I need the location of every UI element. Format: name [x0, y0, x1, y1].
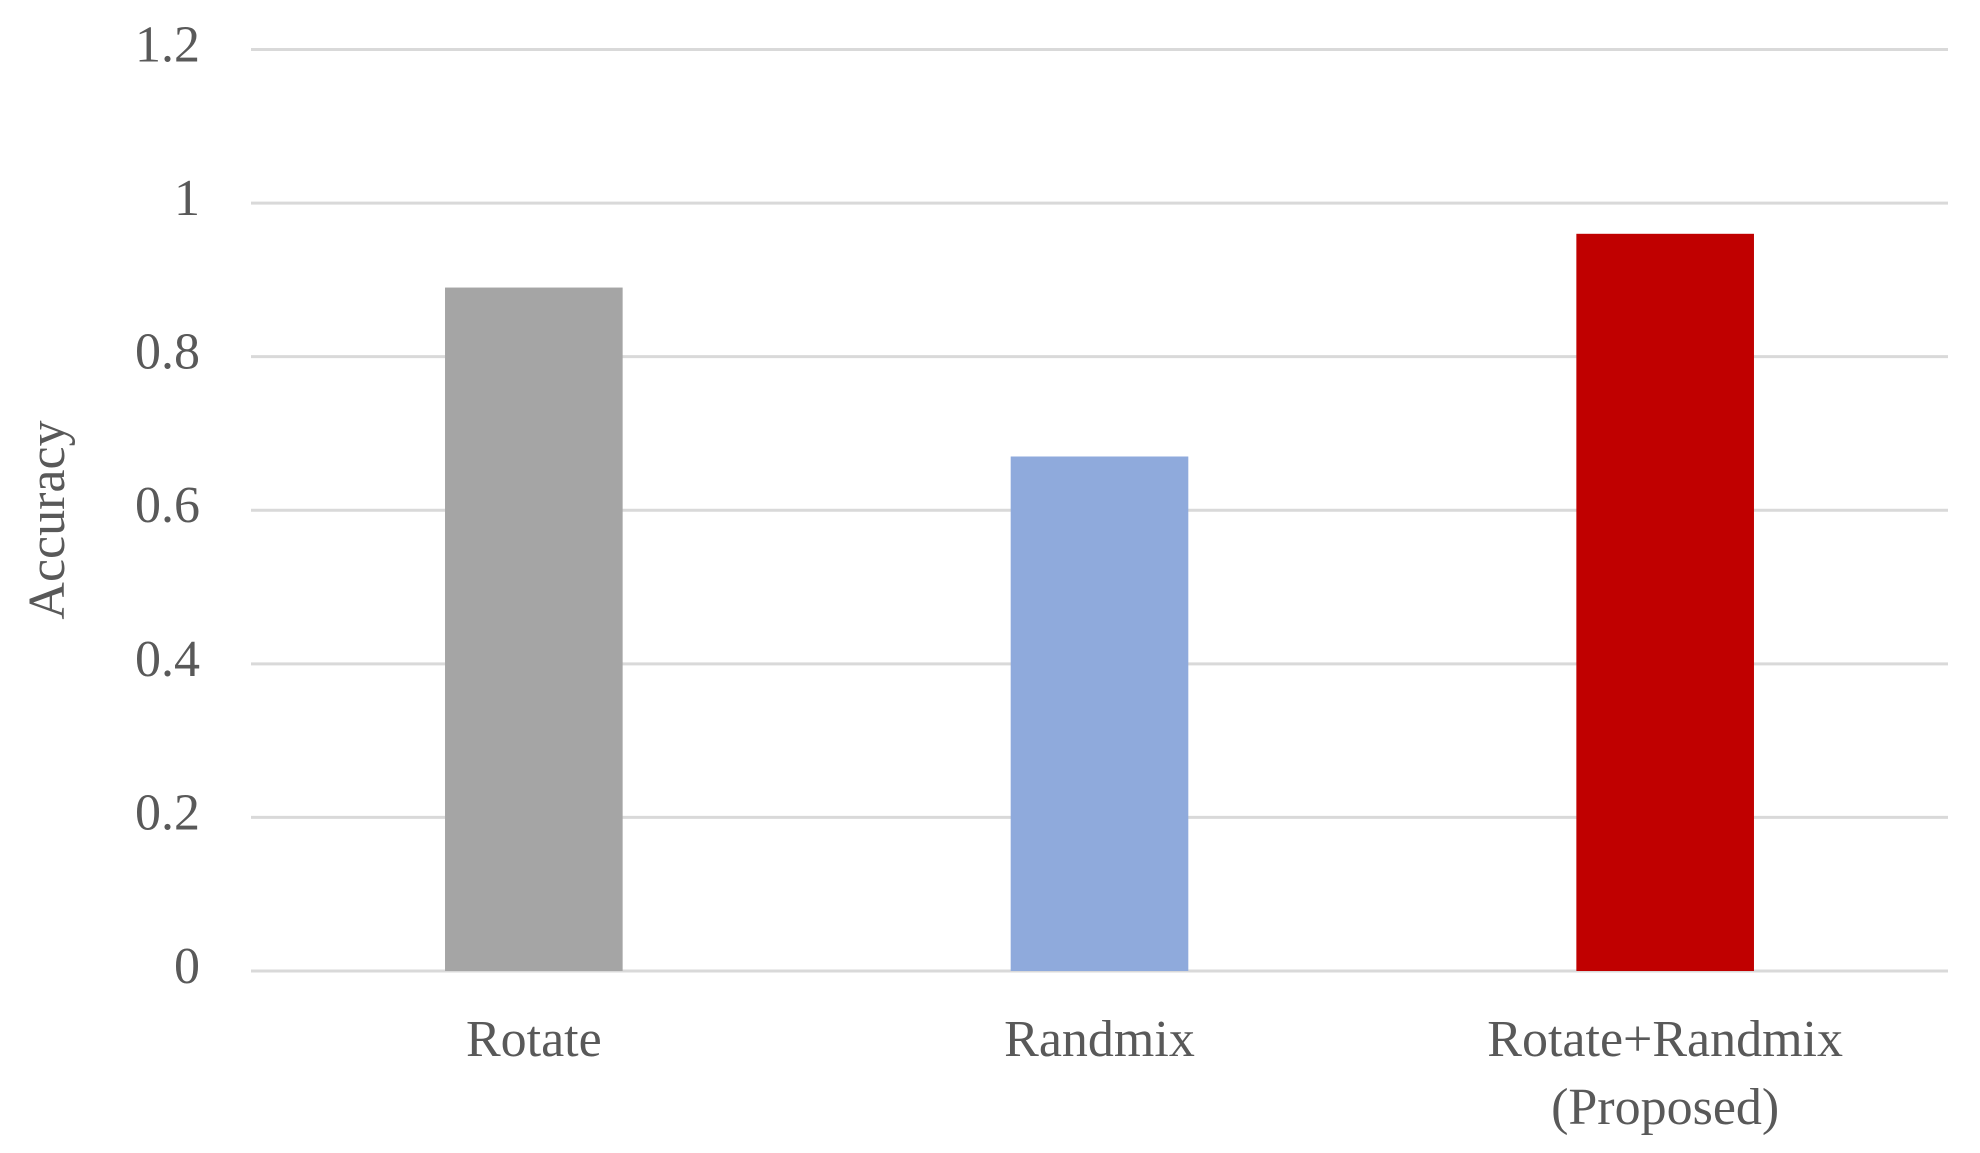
bar [1010, 456, 1189, 971]
x-tick-label: Rotate+Randmix (Proposed) [1487, 1011, 1844, 1136]
y-tick-label: 0.2 [135, 784, 200, 841]
y-axis-label: Accuracy [19, 420, 76, 619]
y-tick-label: 0.4 [135, 631, 200, 688]
y-tick-label: 0.6 [135, 477, 200, 534]
y-tick-label: 0.8 [135, 324, 200, 381]
bar [1576, 233, 1754, 972]
y-tick-label: 1.2 [135, 16, 200, 73]
x-tick-label: Randmix [1004, 1011, 1195, 1068]
bar [445, 287, 623, 971]
y-tick-label: 0 [174, 938, 200, 995]
x-tick-label: Rotate [465, 1011, 602, 1068]
y-tick-label: 1 [174, 170, 200, 227]
